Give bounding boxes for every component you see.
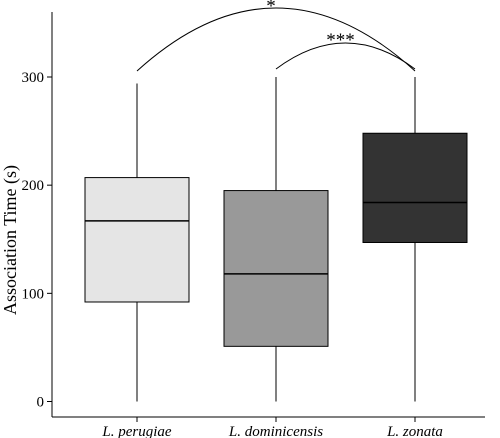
x-tick-label: L. zonata [386, 424, 443, 438]
box-iqr [362, 132, 468, 243]
box-group [84, 83, 190, 402]
y-tick-label: 100 [22, 286, 45, 302]
x-tick-label: L. dominicensis [228, 424, 323, 438]
plot-area [51, 12, 485, 418]
y-axis-title: Association Time (s) [0, 165, 21, 315]
significance-brackets: **** [136, 0, 416, 72]
box-iqr [223, 190, 329, 347]
y-tick-label: 0 [37, 395, 45, 411]
y-axis-ticks: 0 100 200 300 [22, 70, 52, 411]
box-group [362, 77, 468, 402]
boxes [84, 77, 468, 402]
significance-arc [275, 42, 416, 70]
y-tick-label: 200 [22, 178, 45, 194]
significance-label: *** [326, 30, 355, 51]
significance-label: * [266, 0, 276, 17]
y-tick-label: 300 [22, 70, 45, 86]
box-group [223, 77, 329, 402]
significance-arc [136, 7, 416, 72]
x-axis-ticks: L. perugiae L. dominicensis L. zonata [101, 417, 443, 438]
box-iqr [84, 177, 190, 303]
x-tick-label: L. perugiae [101, 424, 172, 438]
